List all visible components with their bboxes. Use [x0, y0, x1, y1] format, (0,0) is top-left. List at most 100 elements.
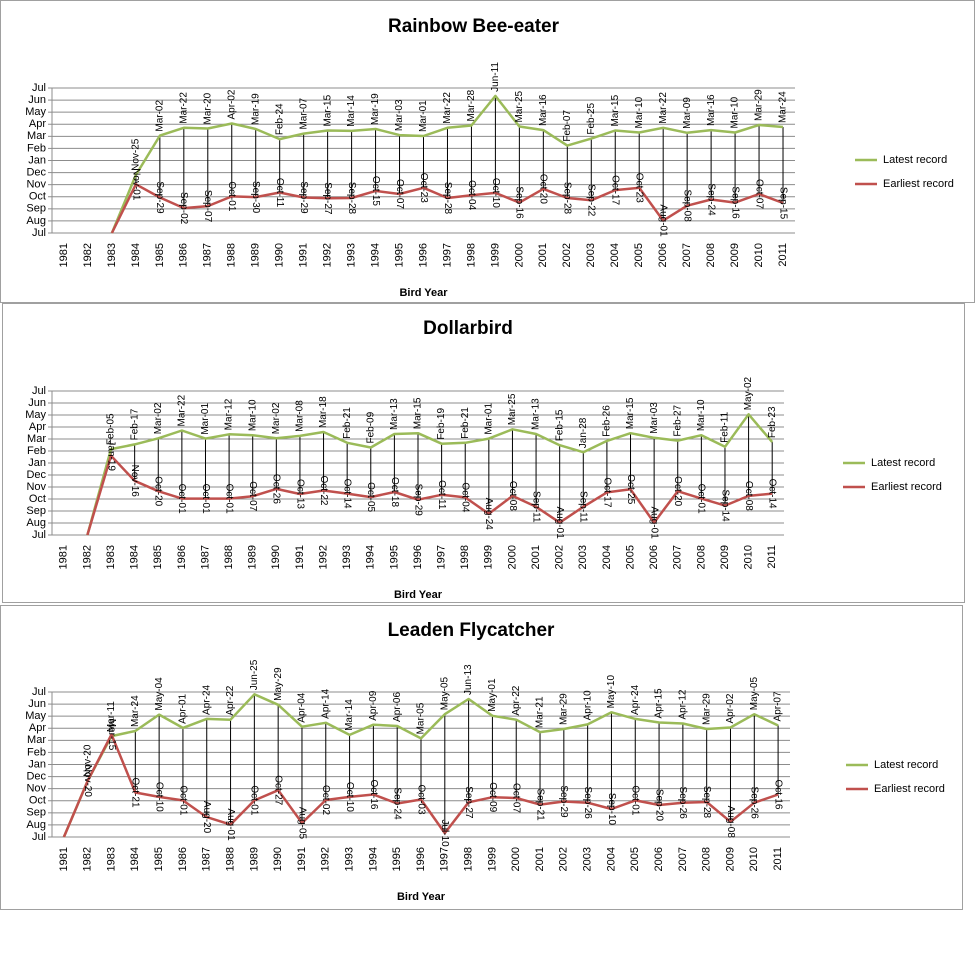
legend-label: Earliest record — [883, 178, 954, 190]
y-tick-label: Apr — [29, 722, 46, 734]
x-tick-label: 2004 — [605, 847, 617, 871]
y-tick-label: Dec — [26, 166, 46, 178]
y-tick-label: Dec — [26, 770, 46, 782]
x-tick-label: 1987 — [199, 545, 211, 569]
data-label: Jul-10 — [439, 820, 450, 848]
data-label: Mar-15 — [322, 94, 333, 126]
y-tick-label: May — [25, 106, 46, 118]
data-label: Feb-24 — [274, 103, 285, 135]
x-tick-label: 1984 — [130, 243, 142, 267]
data-label: Mar-15 — [106, 719, 117, 751]
x-tick-label: 1998 — [463, 847, 475, 871]
data-label: May-04 — [154, 677, 165, 711]
data-label: Sep-11 — [530, 491, 541, 523]
x-tick-label: 1992 — [322, 243, 334, 267]
x-tick-label: 2001 — [530, 545, 542, 569]
data-label: Apr-10 — [582, 690, 593, 720]
data-label: Sep-28 — [442, 182, 453, 215]
data-label: Feb-21 — [342, 407, 353, 439]
data-label: Oct-26 — [271, 474, 282, 504]
panel-border — [0, 0, 975, 303]
data-label: Oct-10 — [153, 782, 164, 812]
x-tick-label: 2010 — [748, 847, 760, 871]
data-label: Oct-15 — [370, 176, 381, 206]
data-label: May-02 — [743, 376, 754, 410]
data-label: Oct-07 — [247, 481, 258, 511]
data-label: Oct-27 — [273, 775, 284, 805]
data-label: Oct-01 — [200, 484, 211, 514]
x-tick-label: 2010 — [753, 243, 765, 267]
data-label: Aug-24 — [483, 498, 494, 531]
data-label: Oct-13 — [294, 479, 305, 509]
data-label: Apr-02 — [725, 693, 736, 723]
data-label: Sep-26 — [749, 787, 760, 820]
y-tick-label: Jul — [32, 385, 46, 397]
data-label: Feb-05 — [106, 413, 117, 445]
y-tick-label: Aug — [26, 215, 46, 227]
legend-label: Earliest record — [874, 783, 945, 795]
data-label: Apr-22 — [511, 685, 522, 715]
x-tick-label: 2009 — [729, 243, 741, 267]
x-tick-label: 1994 — [367, 847, 379, 871]
y-tick-label: May — [25, 710, 46, 722]
data-label: Oct-14 — [342, 479, 353, 509]
data-label: Mar-02 — [271, 402, 282, 434]
y-tick-label: Aug — [26, 819, 46, 831]
data-label: Sep-29 — [154, 181, 165, 214]
x-tick-label: 1990 — [272, 847, 284, 871]
data-label: Sep-30 — [250, 181, 261, 214]
x-tick-label: 1998 — [465, 243, 477, 267]
data-label: Nov-16 — [129, 465, 140, 498]
y-tick-label: Nov — [26, 179, 46, 191]
data-label: Oct-11 — [274, 178, 285, 208]
y-tick-label: Jan — [28, 457, 46, 469]
x-tick-label: 2007 — [677, 847, 689, 871]
data-label: Mar-15 — [625, 397, 636, 429]
x-tick-label: 2008 — [695, 545, 707, 569]
data-label: Mar-05 — [416, 702, 427, 734]
x-tick-label: 1986 — [177, 847, 189, 871]
data-label: Jun-25 — [249, 659, 260, 690]
x-tick-label: 1992 — [320, 847, 332, 871]
y-tick-label: Feb — [27, 746, 46, 758]
y-tick-label: Apr — [29, 118, 46, 130]
data-label: Feb-19 — [436, 408, 447, 440]
data-label: Apr-14 — [320, 688, 331, 718]
x-tick-label: 1993 — [341, 545, 353, 569]
data-label: Mar-07 — [298, 97, 309, 129]
data-label: Jan-28 — [578, 417, 589, 448]
y-tick-label: Feb — [27, 142, 46, 154]
data-label: Mar-19 — [250, 93, 261, 125]
data-label: Apr-24 — [201, 684, 212, 714]
data-label: Mar-12 — [224, 398, 235, 430]
y-tick-label: Aug — [26, 517, 46, 529]
x-tick-label: 1996 — [412, 545, 424, 569]
y-tick-label: Oct — [29, 795, 46, 807]
data-label: Mar-01 — [483, 403, 494, 435]
y-tick-label: Jun — [28, 397, 46, 409]
data-label: Feb-11 — [720, 411, 731, 442]
data-label: Mar-22 — [178, 92, 189, 124]
x-tick-label: 2005 — [629, 847, 641, 871]
x-tick-label: 2007 — [681, 243, 693, 267]
x-tick-label: 1990 — [274, 243, 286, 267]
data-label: Mar-08 — [295, 400, 306, 432]
data-label: Mar-22 — [442, 92, 453, 124]
x-tick-label: 2006 — [648, 545, 660, 569]
data-label: Mar-29 — [558, 693, 569, 725]
data-label: Aug-01 — [648, 507, 659, 540]
y-tick-label: Feb — [27, 445, 46, 457]
data-label: Mar-09 — [682, 97, 693, 129]
x-tick-label: 2004 — [609, 243, 621, 267]
data-label: Jun-13 — [463, 664, 474, 695]
series-line — [110, 183, 784, 234]
x-tick-label: 1993 — [343, 847, 355, 871]
data-label: Apr-07 — [773, 691, 784, 721]
data-label: Sep-28 — [562, 182, 573, 215]
y-tick-label: Mar — [27, 130, 46, 142]
data-label: Sep-28 — [346, 182, 357, 215]
x-tick-label: 2004 — [601, 545, 613, 569]
x-tick-label: 1999 — [486, 847, 498, 871]
y-tick-label: Jun — [28, 698, 46, 710]
x-tick-label: 1983 — [106, 243, 118, 267]
